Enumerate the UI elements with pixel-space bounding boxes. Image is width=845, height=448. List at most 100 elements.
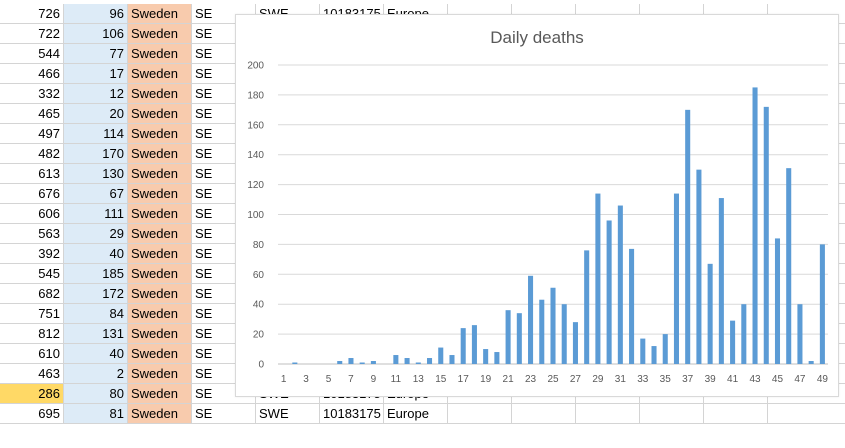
bar[interactable] (494, 352, 500, 364)
cell-daily-deaths[interactable]: 170 (64, 144, 128, 164)
cell-country[interactable]: Sweden (128, 64, 192, 84)
cell-daily-deaths[interactable]: 185 (64, 264, 128, 284)
bar[interactable] (808, 361, 814, 364)
bar[interactable] (629, 248, 635, 364)
cell-daily-deaths[interactable]: 172 (64, 284, 128, 304)
cell-country[interactable]: Sweden (128, 44, 192, 64)
cell-daily-deaths[interactable]: 84 (64, 304, 128, 324)
cell-value-a[interactable]: 606 (0, 204, 64, 224)
cell-value-a[interactable]: 545 (0, 264, 64, 284)
cell-country[interactable]: Sweden (128, 384, 192, 404)
bar[interactable] (606, 220, 612, 364)
cell-country[interactable]: Sweden (128, 164, 192, 184)
cell-daily-deaths[interactable]: 131 (64, 324, 128, 344)
bar[interactable] (438, 347, 444, 364)
cell-empty[interactable] (768, 404, 845, 424)
cell-value-a[interactable]: 751 (0, 304, 64, 324)
cell-country[interactable]: Sweden (128, 4, 192, 24)
cell-country[interactable]: Sweden (128, 244, 192, 264)
bar[interactable] (819, 244, 825, 364)
bar[interactable] (505, 310, 511, 364)
bar[interactable] (752, 87, 758, 365)
cell-daily-deaths[interactable]: 17 (64, 64, 128, 84)
bar[interactable] (685, 109, 691, 364)
bar[interactable] (640, 338, 646, 364)
bar[interactable] (786, 168, 792, 364)
cell-country-code[interactable]: SE (192, 404, 256, 424)
bar[interactable] (539, 299, 545, 364)
cell-value-a[interactable]: 722 (0, 24, 64, 44)
bar[interactable] (561, 304, 567, 364)
cell-value-a[interactable]: 286 (0, 384, 64, 404)
bar[interactable] (460, 328, 466, 364)
cell-daily-deaths[interactable]: 29 (64, 224, 128, 244)
bar[interactable] (370, 361, 376, 364)
cell-value-a[interactable]: 544 (0, 44, 64, 64)
bar[interactable] (483, 349, 489, 364)
bar[interactable] (763, 106, 769, 365)
cell-daily-deaths[interactable]: 130 (64, 164, 128, 184)
cell-population[interactable]: 10183175 (320, 404, 384, 424)
cell-country[interactable]: Sweden (128, 324, 192, 344)
cell-empty[interactable] (576, 404, 640, 424)
cell-value-a[interactable]: 497 (0, 124, 64, 144)
cell-value-a[interactable]: 610 (0, 344, 64, 364)
cell-daily-deaths[interactable]: 96 (64, 4, 128, 24)
bar[interactable] (707, 263, 713, 364)
cell-country-code3[interactable]: SWE (256, 404, 320, 424)
bar[interactable] (528, 275, 534, 364)
cell-country[interactable]: Sweden (128, 204, 192, 224)
bar[interactable] (718, 198, 724, 364)
cell-daily-deaths[interactable]: 106 (64, 24, 128, 44)
cell-daily-deaths[interactable]: 77 (64, 44, 128, 64)
cell-empty[interactable] (704, 404, 768, 424)
cell-value-a[interactable]: 676 (0, 184, 64, 204)
cell-country[interactable]: Sweden (128, 264, 192, 284)
cell-country[interactable]: Sweden (128, 344, 192, 364)
cell-value-a[interactable]: 482 (0, 144, 64, 164)
bar[interactable] (393, 355, 399, 364)
bar[interactable] (348, 358, 354, 364)
bar[interactable] (427, 358, 433, 364)
daily-deaths-chart[interactable]: Daily deaths 0 20 40 60 80 100 120 140 160 180 200… (235, 14, 839, 397)
cell-value-a[interactable]: 465 (0, 104, 64, 124)
cell-value-a[interactable]: 466 (0, 64, 64, 84)
cell-country[interactable]: Sweden (128, 404, 192, 424)
bar[interactable] (404, 358, 410, 364)
cell-value-a[interactable]: 682 (0, 284, 64, 304)
bar[interactable] (572, 322, 578, 364)
bar[interactable] (673, 193, 679, 364)
bar[interactable] (550, 287, 556, 364)
cell-daily-deaths[interactable]: 67 (64, 184, 128, 204)
bar[interactable] (730, 320, 736, 364)
cell-country[interactable]: Sweden (128, 224, 192, 244)
cell-value-a[interactable]: 463 (0, 364, 64, 384)
cell-daily-deaths[interactable]: 80 (64, 384, 128, 404)
cell-daily-deaths[interactable]: 20 (64, 104, 128, 124)
bar[interactable] (359, 362, 365, 364)
bar[interactable] (696, 169, 702, 364)
cell-daily-deaths[interactable]: 81 (64, 404, 128, 424)
cell-daily-deaths[interactable]: 40 (64, 344, 128, 364)
cell-value-a[interactable]: 613 (0, 164, 64, 184)
cell-country[interactable]: Sweden (128, 124, 192, 144)
bar[interactable] (292, 362, 298, 364)
cell-country[interactable]: Sweden (128, 364, 192, 384)
cell-value-a[interactable]: 695 (0, 404, 64, 424)
bar[interactable] (617, 205, 623, 364)
bar[interactable] (516, 313, 522, 364)
cell-value-a[interactable]: 563 (0, 224, 64, 244)
cell-empty[interactable] (512, 404, 576, 424)
cell-daily-deaths[interactable]: 111 (64, 204, 128, 224)
cell-region[interactable]: Europe (384, 404, 448, 424)
cell-daily-deaths[interactable]: 2 (64, 364, 128, 384)
bar[interactable] (797, 304, 803, 364)
cell-value-a[interactable]: 392 (0, 244, 64, 264)
cell-value-a[interactable]: 726 (0, 4, 64, 24)
cell-country[interactable]: Sweden (128, 104, 192, 124)
bar[interactable] (337, 361, 343, 364)
cell-value-a[interactable]: 332 (0, 84, 64, 104)
bar[interactable] (774, 238, 781, 364)
bar[interactable] (662, 334, 668, 364)
bar[interactable] (471, 325, 477, 364)
